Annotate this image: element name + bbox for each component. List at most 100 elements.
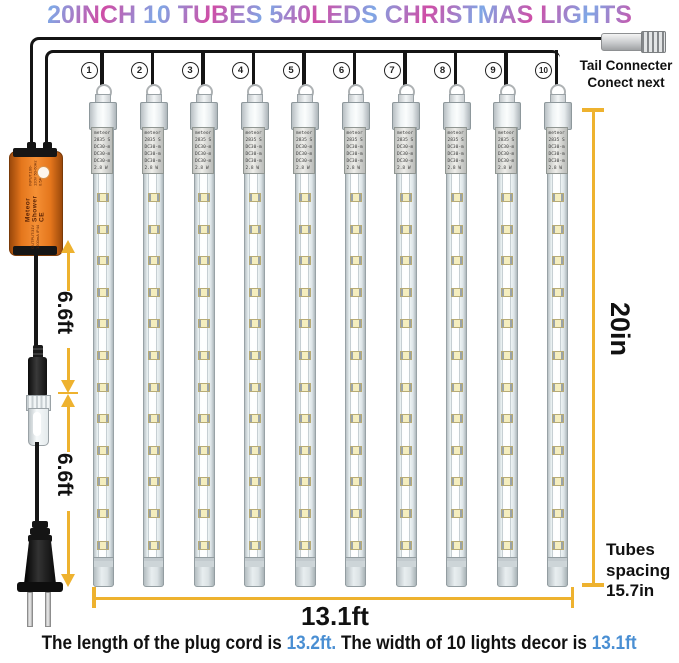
dim-line xyxy=(66,406,70,452)
led-chip xyxy=(551,288,564,297)
adapter-label: OUTPUT:31V 1200mA IP44 Meteor Shower CE … xyxy=(10,156,60,249)
adapter-logo-icon xyxy=(37,166,50,179)
led-chip xyxy=(450,414,463,423)
tail-connector-label: Tail Connecter Conect next xyxy=(570,57,679,91)
led-chip xyxy=(551,541,564,550)
led-chip xyxy=(551,225,564,234)
led-chip xyxy=(299,288,311,297)
dim-line xyxy=(92,596,574,600)
led-chip xyxy=(501,288,513,297)
tail-connector-ridges xyxy=(641,31,666,53)
led-chip xyxy=(248,383,261,392)
power-cord-lower xyxy=(35,442,39,526)
tube: 2 meteor 2835 S DC30-m DC30-m DC30-m 2.8 W xyxy=(130,50,175,590)
led-chip xyxy=(501,319,513,328)
led-chip xyxy=(349,477,362,486)
adapter-top-band xyxy=(13,148,57,157)
led-chip xyxy=(501,446,513,455)
led-chip xyxy=(349,193,362,202)
led-chip xyxy=(198,414,210,423)
dim-cap-bottom xyxy=(582,583,604,587)
led-chip xyxy=(450,351,463,360)
led-chip xyxy=(248,225,261,234)
inline-connector-strain-relief xyxy=(33,345,43,359)
led-chip xyxy=(198,319,210,328)
led-chip xyxy=(248,509,261,518)
led-chip xyxy=(400,509,412,518)
dim-arrow-down-icon xyxy=(61,380,75,393)
led-chip xyxy=(450,193,463,202)
tube-end-cap xyxy=(92,557,114,587)
led-chip xyxy=(349,446,362,455)
tube-spec-label: meteor 2835 S DC30-m DC30-m DC30-m 2.8 W xyxy=(495,127,517,174)
led-chip xyxy=(400,193,412,202)
footer-value-2: 13.1ft xyxy=(592,632,637,654)
led-chip xyxy=(450,477,463,486)
tube: 10 meteor 2835 S DC30-m DC30-m DC30-m 2.8 W xyxy=(534,50,579,590)
led-chip xyxy=(551,477,564,486)
tube-spec-label: meteor 2835 S DC30-m DC30-m DC30-m 2.8 W xyxy=(91,127,113,174)
led-chip xyxy=(450,446,463,455)
led-chip xyxy=(299,414,311,423)
tube-cap xyxy=(493,102,521,130)
footer-text-1: The length of the plug cord is xyxy=(42,632,288,654)
led-chip xyxy=(97,509,109,518)
led-chip xyxy=(501,351,513,360)
led-chip xyxy=(198,446,210,455)
led-chip xyxy=(248,256,261,265)
led-chip xyxy=(147,446,160,455)
cord-length2-label: 6.6ft xyxy=(53,453,76,497)
led-chip xyxy=(349,351,362,360)
led-chip xyxy=(299,225,311,234)
tubes-spacing-line1: Tubes xyxy=(606,540,655,559)
led-chip xyxy=(450,541,463,550)
led-chip xyxy=(198,256,210,265)
dim-tick-right xyxy=(570,587,574,608)
led-chip xyxy=(248,351,261,360)
plug-prong-left xyxy=(27,592,33,627)
power-plug xyxy=(24,540,56,584)
tube-number-badge: 8 xyxy=(434,62,451,79)
led-chip xyxy=(501,193,513,202)
plug-prong-right xyxy=(45,592,51,627)
tail-connector-label-line2: Conect next xyxy=(587,75,665,90)
led-chip xyxy=(299,319,311,328)
tube-drop-wire xyxy=(201,50,205,86)
tube-number-badge: 1 xyxy=(80,62,98,79)
tube-number-badge: 9 xyxy=(484,62,502,79)
tube-drop-wire xyxy=(453,50,458,86)
tubes-spacing-label: Tubes spacing 15.7in xyxy=(606,540,670,602)
led-chip xyxy=(147,193,160,202)
led-chip xyxy=(97,351,109,360)
adapter-bottom-band xyxy=(13,246,57,255)
tube-end-cap xyxy=(294,557,316,587)
led-chip xyxy=(349,319,362,328)
led-chip xyxy=(450,383,463,392)
footer-value-1: 13.2ft. xyxy=(287,632,337,654)
dim-line xyxy=(66,348,70,381)
tube: 3 meteor 2835 S DC30-m DC30-m DC30-m 2.8 W xyxy=(181,50,226,590)
led-chip xyxy=(501,541,513,550)
tube-drop-wire xyxy=(504,50,508,86)
tube-cap xyxy=(543,102,572,130)
led-chip xyxy=(349,509,362,518)
tube-cap xyxy=(240,102,269,130)
tube-drop-wire xyxy=(554,50,559,86)
page-title: 20INCH 10 TUBES 540LEDS CHRISTMAS LIGHTS xyxy=(0,1,679,30)
led-chip xyxy=(450,256,463,265)
led-chip xyxy=(299,509,311,518)
led-chip xyxy=(501,225,513,234)
led-chip xyxy=(551,446,564,455)
tube: 4 meteor 2835 S DC30-m DC30-m DC30-m 2.8 W xyxy=(231,50,276,590)
tube: 8 meteor 2835 S DC30-m DC30-m DC30-m 2.8 W xyxy=(433,50,478,590)
led-chip xyxy=(450,225,463,234)
tube-number-badge: 7 xyxy=(383,62,401,79)
led-chip xyxy=(248,288,261,297)
led-chip xyxy=(198,193,210,202)
led-chip xyxy=(97,288,109,297)
led-chip xyxy=(299,193,311,202)
led-chip xyxy=(450,288,463,297)
led-chip xyxy=(299,256,311,265)
tube-number-badge: 3 xyxy=(181,62,199,79)
power-cord-upper xyxy=(34,253,38,348)
